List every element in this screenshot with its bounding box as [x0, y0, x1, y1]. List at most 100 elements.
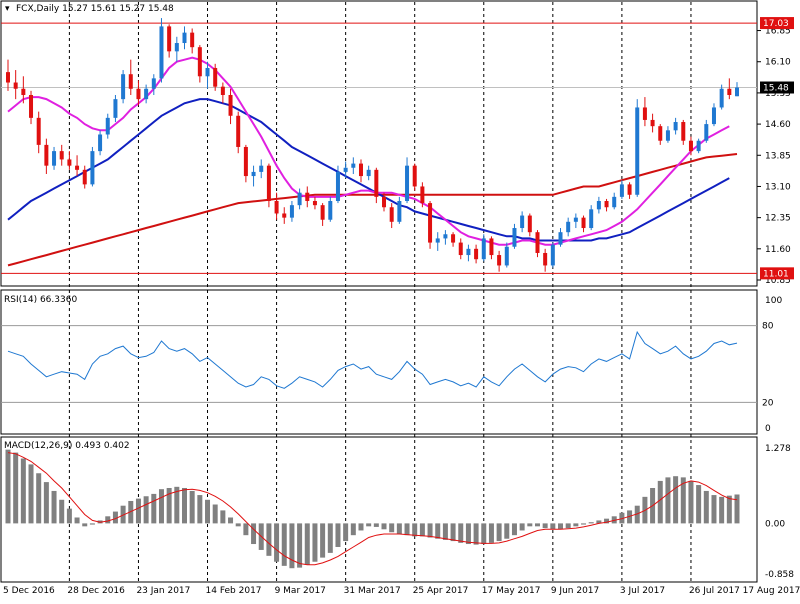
candle-body: [366, 169, 371, 177]
candle-body: [711, 107, 716, 125]
candle-body: [197, 47, 202, 77]
candle-body: [727, 88, 732, 95]
candle-body: [174, 43, 179, 52]
candle-body: [128, 74, 133, 89]
candle-body: [13, 82, 18, 89]
macd-bar: [289, 523, 295, 569]
x-axis: 5 Dec 2016 28 Dec 2016 23 Jan 2017 14 Feb 2…: [3, 586, 800, 596]
candle-body: [151, 78, 156, 89]
macd-bar: [112, 511, 118, 524]
macd-bar: [335, 523, 341, 547]
x-tick-label: 9 Jun 2017: [551, 586, 599, 596]
y-tick-label: 12.35: [765, 214, 791, 224]
macd-bar: [634, 505, 640, 524]
macd-bar: [5, 449, 11, 524]
candle-body: [213, 67, 218, 87]
macd-bar: [28, 464, 34, 524]
candle-body: [259, 165, 264, 172]
candle-body: [512, 228, 517, 247]
x-tick-label: 5 Dec 2016: [3, 586, 55, 596]
candle-body: [29, 94, 34, 118]
candle-body: [305, 192, 310, 202]
macd-bar: [565, 523, 571, 529]
macd-bar: [496, 523, 502, 542]
rsi-panel-frame: [0, 289, 758, 435]
macd-bar: [596, 520, 602, 524]
candle-body: [596, 201, 601, 210]
macd-bar: [51, 490, 57, 524]
candle-body: [98, 134, 103, 152]
candle-body: [67, 159, 72, 166]
candle-body: [320, 205, 325, 220]
candle-body: [527, 215, 532, 233]
candle-body: [719, 88, 724, 108]
rsi-line: [7, 330, 738, 389]
candle-body: [642, 107, 647, 120]
candle-body: [489, 238, 494, 256]
candle-body: [704, 124, 709, 141]
candle-body: [466, 248, 471, 256]
candle-body: [581, 217, 586, 229]
candle-body: [82, 169, 87, 185]
candle-body: [282, 213, 287, 218]
level-price-tag: [760, 17, 794, 30]
candle-body: [635, 107, 640, 195]
candle-body: [735, 87, 739, 97]
x-tick-label: 17 Aug 2017: [743, 586, 800, 596]
macd-bar: [488, 523, 494, 543]
y-tick-label: 10.85: [765, 276, 791, 286]
candle-body: [36, 117, 41, 145]
candle-body: [190, 32, 195, 48]
candle-body: [665, 130, 670, 141]
macd-bar: [611, 516, 617, 524]
macd-bar: [688, 480, 694, 524]
candle-body: [673, 122, 678, 131]
main-panel-frame: [0, 0, 758, 287]
macd-bar: [43, 482, 49, 524]
macd-y-tick-label: 1.278: [765, 444, 791, 454]
candle-body: [297, 192, 302, 206]
candle-body: [312, 201, 317, 206]
macd-bar: [59, 499, 65, 524]
macd-y-axis: 1.278 0.00 -0.858: [765, 444, 794, 580]
macd-bar: [320, 523, 326, 558]
rsi-y-tick-label: 100: [765, 296, 782, 306]
macd-bar: [304, 523, 310, 565]
rsi-y-axis: 100 0 80 20: [762, 296, 782, 434]
macd-bar: [220, 510, 226, 524]
macd-bar: [473, 523, 479, 545]
candle-body: [550, 244, 555, 266]
macd-bar: [558, 523, 564, 530]
macd-y-tick-label: 0.00: [765, 519, 785, 529]
macd-bar: [381, 523, 387, 530]
x-tick-label: 3 Jul 2017: [620, 586, 665, 596]
macd-bar: [327, 523, 333, 553]
macd-bar: [297, 523, 303, 568]
macd-bar: [657, 480, 663, 524]
macd-bar: [36, 473, 42, 524]
y-tick-label: 16.85: [765, 27, 791, 37]
candle-body: [627, 184, 632, 195]
macd-bar: [734, 494, 740, 524]
macd-bar: [366, 523, 372, 527]
macd-bar: [534, 523, 540, 527]
macd-bar: [665, 477, 671, 524]
macd-bar: [181, 487, 187, 524]
macd-bar: [673, 476, 679, 524]
macd-bar: [281, 523, 287, 566]
candle-body: [619, 184, 624, 197]
candle-body: [274, 201, 279, 214]
x-tick-label: 28 Dec 2016: [67, 586, 125, 596]
macd-bar: [82, 523, 88, 527]
main-header-arrow[interactable]: ▾: [5, 4, 10, 14]
candle-body: [566, 221, 571, 233]
rsi-y-tick-label: 0: [765, 424, 771, 434]
ma-slow-line: [7, 153, 738, 267]
macd-bar: [442, 523, 448, 540]
candle-body: [658, 126, 663, 141]
macd-bar: [166, 487, 172, 524]
macd-bar: [205, 499, 211, 524]
macd-bar: [350, 523, 356, 536]
